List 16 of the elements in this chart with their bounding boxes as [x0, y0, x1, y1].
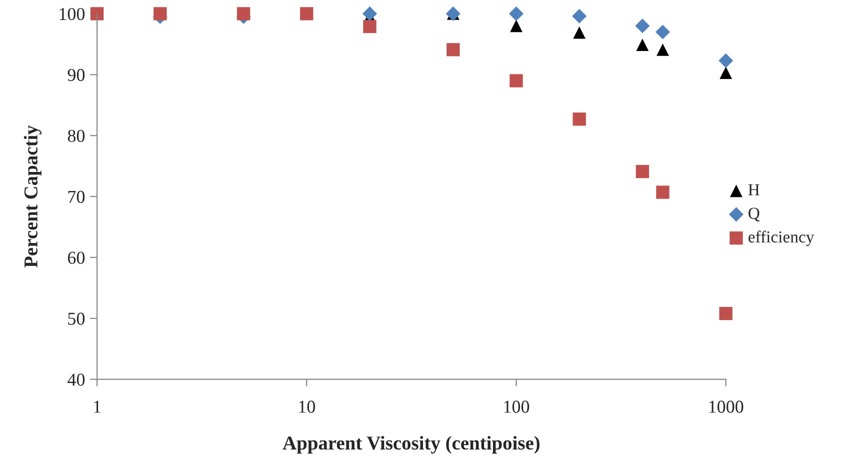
- legend-label: Q: [748, 208, 760, 222]
- y-tick-label: 50: [68, 312, 85, 325]
- legend-label: efficiency: [748, 230, 814, 246]
- y-tick-label: 90: [68, 68, 85, 82]
- y-tick-label: 80: [68, 130, 85, 142]
- x-axis-title: Apparent Viscosity (centipoise): [282, 436, 540, 454]
- x-tick-label: 1000: [709, 400, 744, 413]
- y-tick-label: 60: [68, 252, 85, 264]
- y-tick-label: 40: [68, 374, 85, 386]
- x-tick-label: 1: [94, 400, 100, 413]
- y-tick-label: 70: [68, 190, 85, 203]
- legend-label: H: [748, 184, 760, 196]
- y-tick-label: 100: [60, 8, 85, 20]
- x-tick-label: 100: [504, 400, 530, 413]
- y-axis-title: Percent Capactiy: [24, 125, 42, 268]
- x-tick-label: 10: [299, 400, 315, 413]
